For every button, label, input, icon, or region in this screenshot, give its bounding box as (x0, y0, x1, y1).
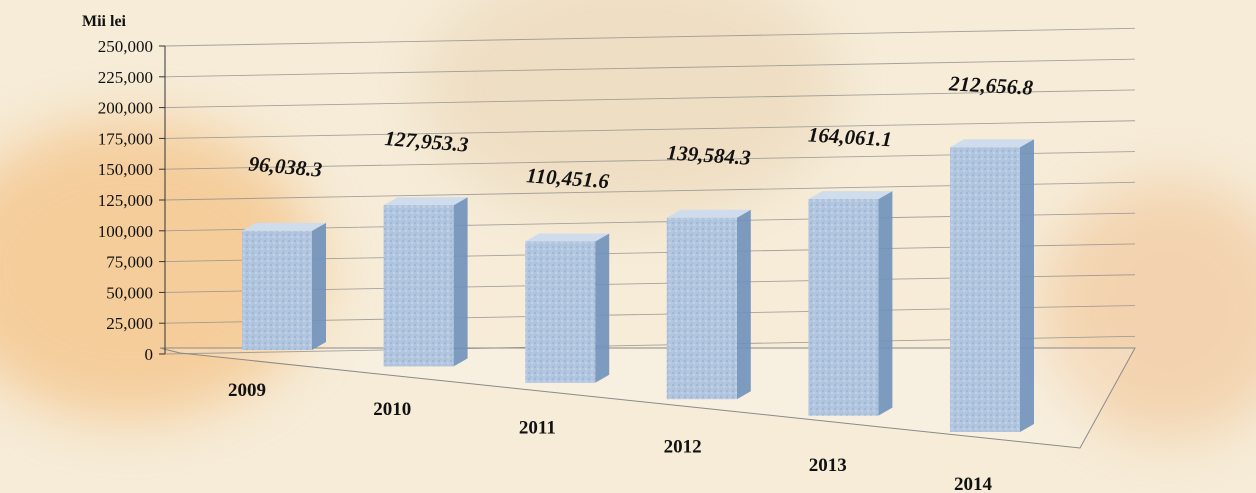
chart-bars (242, 139, 1034, 432)
y-tick-label: 100,000 (98, 222, 153, 241)
y-axis: 0 25,000 50,000 75,000 100,000 125,000 150,000… (98, 37, 166, 364)
bar-2010 (383, 197, 468, 367)
bar-front-tint (950, 147, 1020, 432)
x-tick-label-2009: 2009 (228, 380, 266, 401)
gridline (164, 120, 1136, 139)
y-tick-label: 150,000 (98, 160, 153, 179)
bar-2013 (808, 191, 893, 416)
bar-side (878, 191, 893, 416)
data-label-2014: 212,656.8 (948, 71, 1035, 99)
bar-side (595, 233, 610, 383)
bar-top (666, 209, 751, 218)
bar-top (808, 191, 893, 200)
bar-front (666, 217, 737, 400)
y-tick-label: 125,000 (98, 191, 153, 210)
bar-2009 (242, 222, 326, 350)
bar-front-tint (383, 205, 454, 367)
data-label-2011: 110,451.6 (525, 163, 610, 193)
y-tick-label: 200,000 (98, 99, 153, 118)
bar-top (525, 233, 610, 242)
y-tick-label: 75,000 (106, 253, 153, 272)
bar-top (383, 197, 468, 206)
x-tick-label-2011: 2011 (519, 418, 556, 439)
background-glow-center (420, 0, 840, 220)
y-tick-label: 175,000 (98, 129, 153, 148)
bar-front (525, 241, 596, 383)
bar-front-tint (525, 241, 596, 383)
y-axis-unit-label: Mii lei (82, 13, 127, 30)
bar-side (453, 197, 468, 367)
bar-front-tint (666, 217, 737, 400)
x-tick-label-2013: 2013 (809, 455, 847, 476)
bar-side (312, 222, 326, 350)
y-tick-label: 0 (145, 345, 154, 364)
bar-2011 (525, 233, 610, 383)
bar-front-tint (242, 230, 312, 350)
data-label-2009: 96,038.3 (248, 151, 323, 181)
y-tick-label: 50,000 (106, 283, 153, 302)
data-label-2013: 164,061.1 (807, 122, 892, 151)
x-tick-label-2010: 2010 (373, 399, 411, 420)
data-label-2012: 139,584.3 (666, 140, 751, 170)
data-label-2010: 127,953.3 (384, 126, 470, 157)
bar-front-tint (808, 199, 879, 416)
bar-top (242, 222, 326, 231)
y-tick-label: 250,000 (98, 37, 153, 56)
bar-front (383, 205, 454, 367)
y-tick-label: 25,000 (106, 314, 153, 333)
x-axis: 2009 2010 2011 2012 2013 2014 (228, 380, 993, 493)
background-glow-right (1040, 180, 1256, 440)
bar-side (736, 209, 751, 400)
x-tick-label-2014: 2014 (954, 474, 993, 493)
bar-front (950, 147, 1020, 432)
bar-2014 (950, 139, 1034, 432)
gridline (164, 58, 1136, 78)
bar-side (1020, 139, 1034, 432)
bar-top (950, 139, 1034, 148)
gridline (164, 27, 1136, 47)
y-tick-label: 225,000 (98, 68, 153, 87)
chart-data-labels: 96,038.3 127,953.3 110,451.6 139,584.3 164,0… (248, 71, 1034, 193)
bar-front (808, 199, 879, 416)
bar-front (242, 230, 312, 350)
gridline (164, 89, 1136, 109)
bar-2012 (666, 209, 751, 400)
x-tick-label-2012: 2012 (664, 436, 702, 457)
